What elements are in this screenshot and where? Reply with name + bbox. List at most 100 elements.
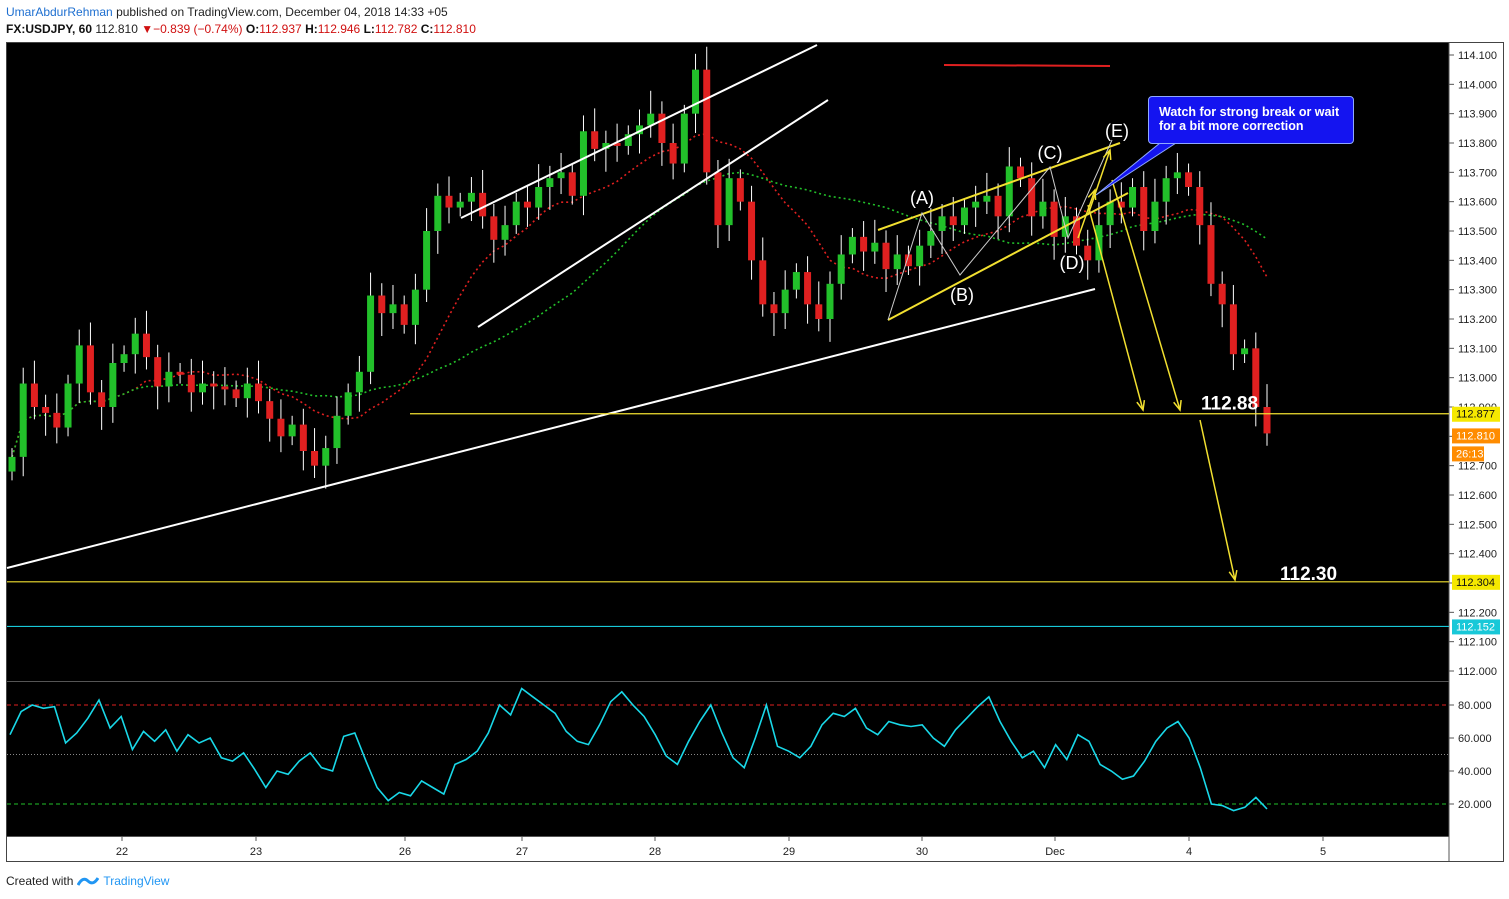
candle[interactable]: [400, 304, 408, 325]
candle[interactable]: [512, 201, 520, 226]
candle[interactable]: [579, 131, 587, 196]
price-tag[interactable]: [1452, 619, 1500, 635]
candle[interactable]: [804, 272, 812, 305]
candle[interactable]: [30, 383, 38, 407]
price-tag[interactable]: [1452, 446, 1484, 462]
candle[interactable]: [490, 216, 498, 240]
candle[interactable]: [187, 374, 195, 393]
channel-upper-line[interactable]: [460, 44, 818, 219]
candle[interactable]: [456, 201, 464, 208]
projection-arrow[interactable]: [1077, 189, 1096, 239]
candle[interactable]: [367, 295, 375, 372]
candle[interactable]: [232, 389, 240, 399]
candle[interactable]: [8, 456, 16, 472]
candle[interactable]: [1218, 283, 1226, 305]
triangle-upper-line[interactable]: [877, 142, 1121, 231]
candle[interactable]: [75, 345, 83, 384]
candle[interactable]: [1039, 201, 1047, 217]
candle[interactable]: [557, 172, 565, 179]
candle[interactable]: [1151, 201, 1159, 231]
candle[interactable]: [445, 195, 453, 208]
projection-arrow[interactable]: [1199, 419, 1236, 581]
candle[interactable]: [42, 406, 50, 413]
candle[interactable]: [165, 371, 173, 387]
candle[interactable]: [781, 289, 789, 314]
candle[interactable]: [131, 333, 139, 355]
price-tag[interactable]: [1452, 406, 1500, 422]
candle[interactable]: [1050, 201, 1058, 237]
tradingview-brand[interactable]: TradingView: [103, 874, 170, 888]
rsi-line[interactable]: [9, 687, 1268, 812]
candle[interactable]: [142, 333, 150, 358]
candle[interactable]: [680, 113, 688, 164]
candle[interactable]: [1207, 225, 1215, 284]
candle[interactable]: [949, 216, 957, 226]
candle[interactable]: [243, 383, 251, 399]
candle[interactable]: [725, 178, 733, 226]
candle[interactable]: [692, 69, 700, 114]
projection-arrow[interactable]: [1111, 179, 1181, 411]
candle[interactable]: [19, 383, 27, 457]
candle[interactable]: [1117, 201, 1125, 208]
candle[interactable]: [467, 192, 475, 202]
candle[interactable]: [860, 236, 868, 252]
candle[interactable]: [434, 195, 442, 231]
candle[interactable]: [53, 412, 61, 428]
candle[interactable]: [535, 186, 543, 208]
candle[interactable]: [602, 142, 610, 149]
candle[interactable]: [98, 392, 106, 407]
candle[interactable]: [1162, 178, 1170, 202]
candle[interactable]: [198, 383, 206, 393]
candle[interactable]: [1140, 186, 1148, 231]
candle[interactable]: [277, 418, 285, 437]
candle[interactable]: [1263, 406, 1271, 434]
candle[interactable]: [669, 142, 677, 164]
annotation-note[interactable]: Watch for strong break or wait for a bit…: [1148, 96, 1354, 144]
candle[interactable]: [311, 450, 319, 466]
author-link[interactable]: UmarAbdurRehman: [6, 5, 113, 19]
candle[interactable]: [938, 216, 946, 231]
candle[interactable]: [479, 192, 487, 217]
candle[interactable]: [423, 230, 431, 290]
candle[interactable]: [893, 254, 901, 270]
candle[interactable]: [120, 354, 128, 363]
candle[interactable]: [1252, 348, 1260, 407]
candle[interactable]: [221, 386, 229, 390]
projection-arrow[interactable]: [1087, 204, 1144, 411]
candle[interactable]: [658, 113, 666, 143]
candle[interactable]: [927, 230, 935, 246]
candle[interactable]: [1084, 245, 1092, 261]
candle[interactable]: [1241, 348, 1249, 355]
candle[interactable]: [983, 195, 991, 202]
candle[interactable]: [703, 69, 711, 173]
candle[interactable]: [714, 172, 722, 226]
candle[interactable]: [647, 113, 655, 126]
candle[interactable]: [568, 172, 576, 196]
candle[interactable]: [904, 254, 912, 267]
candle[interactable]: [759, 260, 767, 305]
price-pane[interactable]: [7, 43, 1449, 681]
candle[interactable]: [501, 225, 509, 240]
candle[interactable]: [389, 304, 397, 314]
candle[interactable]: [960, 207, 968, 226]
candle[interactable]: [792, 272, 800, 290]
candle[interactable]: [378, 295, 386, 314]
candle[interactable]: [176, 371, 184, 375]
candle[interactable]: [1073, 216, 1081, 246]
candle[interactable]: [1106, 201, 1114, 226]
wave-path[interactable]: [887, 139, 1113, 321]
candle[interactable]: [1196, 186, 1204, 226]
candle[interactable]: [871, 242, 879, 252]
candle[interactable]: [972, 201, 980, 208]
candle[interactable]: [591, 131, 599, 149]
candle[interactable]: [636, 125, 643, 135]
candle[interactable]: [624, 134, 632, 146]
resistance-red-line[interactable]: [943, 64, 1111, 67]
candle[interactable]: [1028, 178, 1036, 217]
candle[interactable]: [1095, 225, 1103, 261]
candle[interactable]: [613, 142, 621, 146]
candle[interactable]: [154, 357, 162, 387]
candle[interactable]: [411, 289, 419, 325]
candle[interactable]: [1005, 166, 1013, 217]
price-tag[interactable]: [1452, 428, 1500, 444]
